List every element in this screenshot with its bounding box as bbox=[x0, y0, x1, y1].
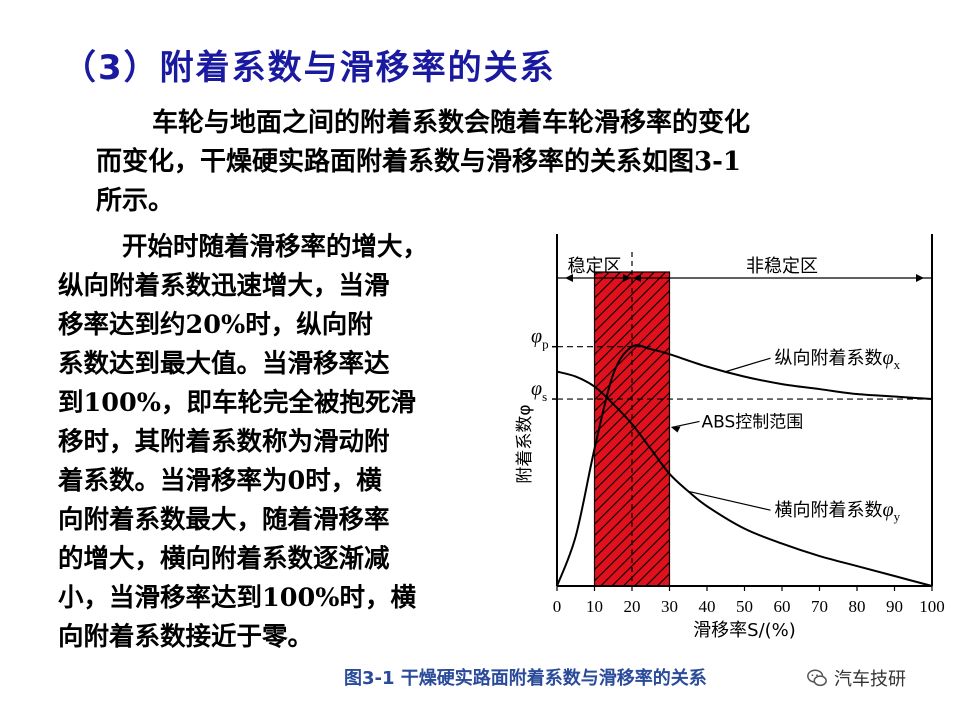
series-leader bbox=[688, 490, 771, 511]
figure-caption: 图3-1 干燥硬实路面附着系数与滑移率的关系 bbox=[344, 668, 707, 689]
x-axis-label: 滑移率S/(%) bbox=[693, 620, 796, 641]
region-arrow-right bbox=[916, 274, 924, 282]
y-tick-label: φp bbox=[531, 326, 549, 352]
abs-leader bbox=[671, 420, 700, 429]
slide-title: （3）附着系数与滑移率的关系 bbox=[62, 48, 556, 88]
region-arrow-left bbox=[565, 274, 573, 282]
series-label: 横向附着系数φy bbox=[775, 499, 901, 524]
region-arrow-mid-right bbox=[633, 274, 641, 282]
body-paragraph: 开始时随着滑移率的增大， 纵向附着系数迅速增大，当滑 移率达到约20%时，纵向附… bbox=[58, 228, 488, 657]
x-tick-label: 70 bbox=[811, 597, 828, 616]
x-tick-label: 60 bbox=[774, 597, 791, 616]
x-tick-label: 90 bbox=[886, 597, 903, 616]
region-arrow-mid-left bbox=[623, 274, 631, 282]
intro-line: 车轮与地面之间的附着系数会随着车轮滑移率的变化 bbox=[152, 108, 751, 138]
x-tick-label: 40 bbox=[699, 597, 716, 616]
x-tick-label: 80 bbox=[849, 597, 866, 616]
y-axis-label: 附着系数φ bbox=[515, 404, 535, 483]
x-tick-label: 30 bbox=[661, 597, 678, 616]
region-label: 非稳定区 bbox=[746, 256, 818, 277]
longitudinal-curve bbox=[556, 344, 933, 587]
intro-line: 所示。 bbox=[96, 186, 175, 216]
body-line: 向附着系数最大，随着滑移率 bbox=[58, 505, 390, 535]
body-line: 到100%，即车轮完全被抱死滑 bbox=[58, 388, 416, 418]
x-tick-label: 10 bbox=[586, 597, 603, 616]
body-line: 着系数。当滑移率为0时，横 bbox=[58, 466, 382, 496]
watermark: 汽车技研 bbox=[806, 662, 954, 694]
body-line: 的增大，横向附着系数逐渐减 bbox=[58, 544, 390, 574]
x-tick-label: 20 bbox=[624, 597, 641, 616]
body-line: 移率达到约20%时，纵向附 bbox=[58, 310, 373, 340]
wechat-icon bbox=[807, 669, 827, 687]
body-line: 向附着系数接近于零。 bbox=[58, 622, 314, 652]
adhesion-chart: 稳定区 非稳定区 φp φs 0 10 20 30 40 50 60 70 80 90 100 滑移率S/(%… bbox=[515, 234, 945, 641]
series-leader bbox=[725, 357, 771, 373]
x-tick-label: 0 bbox=[553, 597, 562, 616]
body-line: 系数达到最大值。当滑移率达 bbox=[58, 349, 390, 379]
body-line: 移时，其附着系数称为滑动附 bbox=[58, 427, 390, 457]
intro-line: 而变化，干燥硬实路面附着系数与滑移率的关系如图3-1 bbox=[96, 147, 741, 177]
abs-arrowhead bbox=[671, 426, 681, 433]
intro-paragraph: 车轮与地面之间的附着系数会随着车轮滑移率的变化 而变化，干燥硬实路面附着系数与滑… bbox=[96, 104, 896, 221]
watermark-text: 汽车技研 bbox=[834, 669, 906, 690]
y-tick-label: φs bbox=[531, 378, 547, 404]
body-line: 开始时随着滑移率的增大， bbox=[122, 232, 429, 262]
x-tick-label: 50 bbox=[736, 597, 753, 616]
abs-label: ABS控制范围 bbox=[702, 412, 804, 432]
x-tick-label: 100 bbox=[919, 597, 945, 616]
region-label: 稳定区 bbox=[568, 256, 622, 277]
body-line: 小，当滑移率达到100%时，横 bbox=[58, 583, 416, 613]
series-label: 纵向附着系数φx bbox=[775, 347, 901, 372]
body-line: 纵向附着系数迅速增大，当滑 bbox=[58, 271, 390, 301]
